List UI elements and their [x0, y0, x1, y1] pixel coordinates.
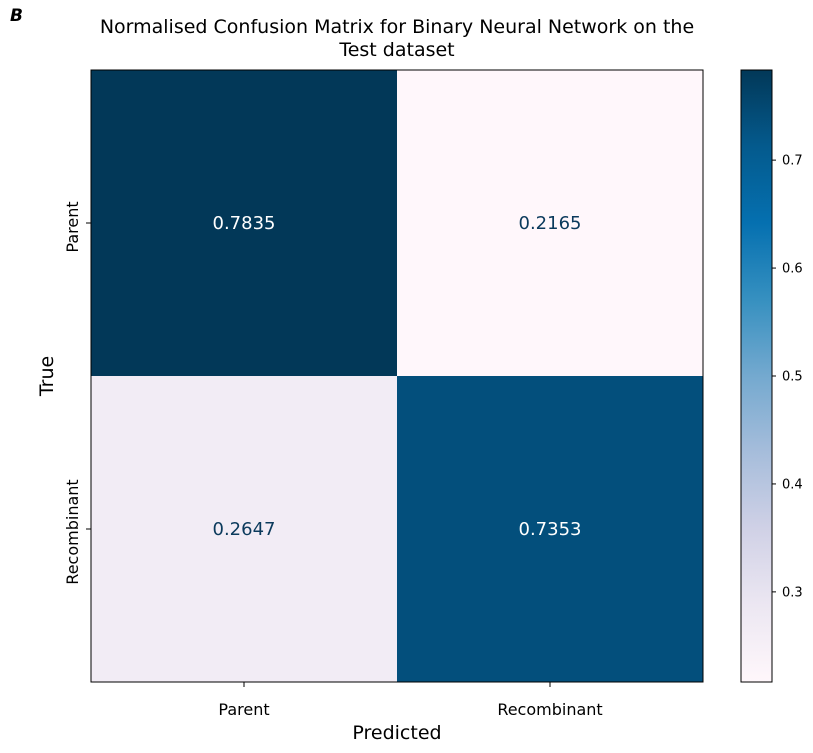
colorbar [740, 69, 773, 683]
heatmap-cell-recombinant-parent [91, 376, 397, 682]
colorbar-tick-label: 0.7 [782, 154, 803, 169]
y-axis-label: True [36, 356, 58, 397]
x-tick-label-parent: Parent [218, 700, 269, 719]
colorbar-tick-label: 0.3 [782, 585, 803, 600]
chart-title-line-2: Test dataset [338, 39, 454, 61]
colorbar-tick-label: 0.4 [782, 477, 803, 492]
x-axis-label: Predicted [352, 722, 441, 744]
chart-title-line-1: Normalised Confusion Matrix for Binary N… [100, 16, 694, 38]
cell-value-label: 0.7353 [519, 519, 582, 540]
cell-value-label: 0.2165 [519, 213, 582, 234]
heatmap-cell-labels: 0.7835 0.2165 0.2647 0.7353 [213, 213, 582, 540]
colorbar-tick-label: 0.5 [782, 370, 803, 385]
heatmap-cell-recombinant-recombinant [397, 376, 703, 682]
x-tick-label-recombinant: Recombinant [497, 700, 602, 719]
plot-frame [90, 69, 704, 683]
cell-value-label: 0.7835 [213, 213, 276, 234]
y-tick-label-recombinant: Recombinant [63, 479, 82, 584]
panel-letter: B [10, 6, 23, 26]
cell-value-label: 0.2647 [213, 519, 276, 540]
heatmap-cell-parent-parent [91, 70, 397, 376]
colorbar-tick-label: 0.6 [782, 262, 803, 277]
heatmap-cells [91, 70, 703, 682]
heatmap-cell-parent-recombinant [397, 70, 703, 376]
colorbar-ticks: 0.3 0.4 0.5 0.6 0.7 [772, 154, 803, 600]
y-tick-label-parent: Parent [63, 201, 82, 252]
